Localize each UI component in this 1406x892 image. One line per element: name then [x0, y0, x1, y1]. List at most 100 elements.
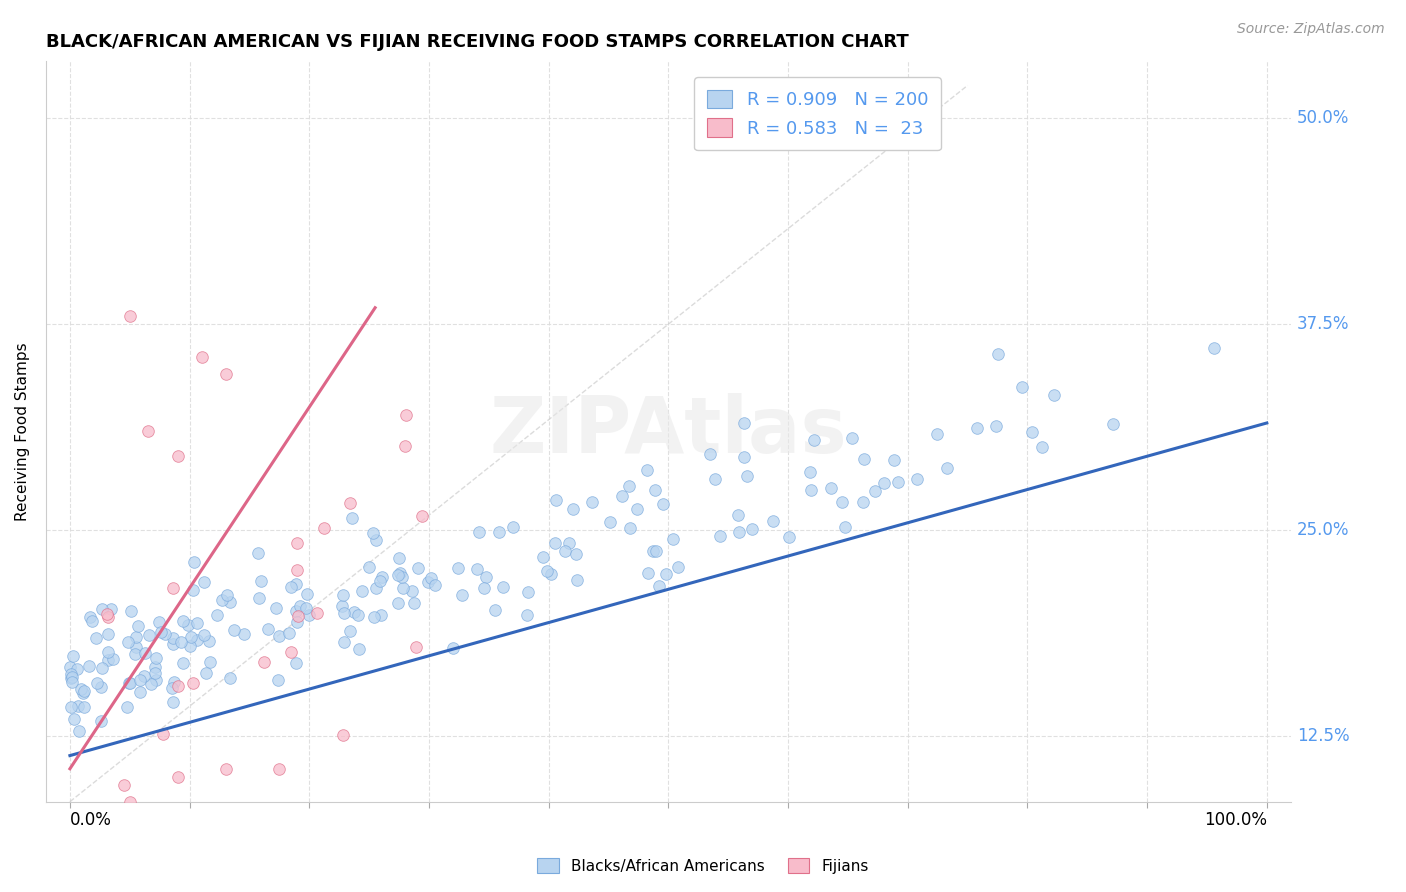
- Point: [655, 567, 678, 582]
- Point: [333, 606, 356, 620]
- Point: [90, 714, 112, 728]
- Point: [735, 469, 758, 483]
- Point: [626, 501, 648, 516]
- Text: Source: ZipAtlas.com: Source: ZipAtlas.com: [1237, 22, 1385, 37]
- Point: [803, 433, 825, 447]
- Point: [346, 608, 368, 623]
- Point: [198, 633, 221, 648]
- Point: [183, 555, 205, 569]
- Point: [612, 489, 634, 503]
- Point: [363, 610, 385, 624]
- Point: [800, 483, 823, 497]
- Point: [67, 698, 90, 713]
- Point: [214, 367, 236, 381]
- Point: [340, 511, 363, 525]
- Point: [728, 524, 751, 539]
- Point: [124, 630, 146, 644]
- Point: [120, 604, 142, 618]
- Point: [298, 608, 321, 623]
- Point: [554, 544, 576, 558]
- Point: [468, 525, 491, 540]
- Point: [465, 562, 488, 576]
- Point: [666, 560, 689, 574]
- Point: [491, 580, 513, 594]
- Point: [366, 581, 388, 595]
- Point: [420, 571, 443, 585]
- Point: [416, 575, 439, 590]
- Point: [387, 567, 409, 582]
- Point: [193, 575, 215, 590]
- Point: [118, 309, 141, 323]
- Point: [927, 426, 949, 441]
- Point: [152, 727, 174, 741]
- Point: [641, 544, 664, 558]
- Point: [246, 546, 269, 560]
- Point: [125, 640, 148, 654]
- Point: [218, 671, 240, 685]
- Point: [170, 635, 193, 649]
- Point: [287, 608, 309, 623]
- Point: [280, 645, 302, 659]
- Point: [264, 601, 287, 615]
- Point: [1031, 440, 1053, 454]
- Point: [60, 671, 83, 685]
- Point: [162, 637, 184, 651]
- Point: [179, 639, 201, 653]
- Point: [644, 483, 666, 498]
- Point: [162, 695, 184, 709]
- Point: [162, 581, 184, 595]
- Point: [339, 624, 361, 638]
- Point: [411, 509, 433, 524]
- Point: [359, 560, 381, 574]
- Point: [60, 667, 83, 681]
- Point: [83, 834, 105, 848]
- Point: [883, 452, 905, 467]
- Point: [134, 669, 156, 683]
- Point: [91, 602, 114, 616]
- Point: [799, 465, 821, 479]
- Point: [285, 562, 308, 576]
- Text: 12.5%: 12.5%: [1296, 727, 1350, 745]
- Point: [472, 581, 495, 595]
- Point: [305, 606, 328, 620]
- Point: [709, 529, 731, 543]
- Point: [139, 677, 162, 691]
- Point: [645, 543, 668, 558]
- Point: [343, 606, 366, 620]
- Point: [166, 449, 188, 463]
- Point: [474, 569, 496, 583]
- Point: [118, 795, 141, 809]
- Point: [218, 594, 240, 608]
- Point: [117, 635, 139, 649]
- Point: [172, 615, 194, 629]
- Point: [269, 762, 291, 776]
- Legend: R = 0.909   N = 200, R = 0.583   N =  23: R = 0.909 N = 200, R = 0.583 N = 23: [695, 78, 941, 150]
- Point: [516, 607, 538, 622]
- Point: [544, 536, 567, 550]
- Point: [285, 657, 308, 671]
- Point: [150, 625, 173, 640]
- Point: [96, 653, 118, 667]
- Point: [80, 614, 103, 628]
- Point: [295, 601, 318, 615]
- Point: [90, 680, 112, 694]
- Point: [66, 662, 89, 676]
- Point: [370, 608, 392, 623]
- Point: [406, 561, 429, 575]
- Point: [247, 591, 270, 605]
- Point: [363, 526, 385, 541]
- Point: [703, 472, 725, 486]
- Point: [163, 674, 186, 689]
- Point: [1043, 388, 1066, 402]
- Text: ZIPAtlas: ZIPAtlas: [489, 393, 848, 469]
- Point: [186, 632, 208, 647]
- Point: [160, 681, 183, 696]
- Point: [100, 602, 122, 616]
- Point: [86, 676, 108, 690]
- Point: [190, 350, 212, 364]
- Text: 0.0%: 0.0%: [70, 811, 112, 829]
- Point: [581, 494, 603, 508]
- Text: 50.0%: 50.0%: [1296, 110, 1350, 128]
- Point: [115, 700, 138, 714]
- Point: [62, 649, 84, 664]
